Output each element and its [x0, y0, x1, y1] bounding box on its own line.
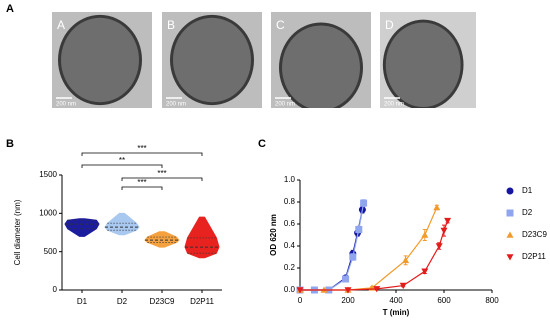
x-tick-label: 200 [341, 296, 355, 305]
legend-label: D1 [522, 186, 533, 195]
cell [61, 17, 139, 103]
x-axis-label: T (min) [383, 308, 410, 317]
data-point [435, 243, 443, 250]
data-point [360, 199, 368, 207]
y-tick-label: 0.8 [284, 197, 296, 206]
y-tick-label: 0.6 [284, 219, 296, 228]
significance-label: *** [137, 178, 146, 187]
panel-label: A [6, 3, 14, 15]
data-point [444, 217, 452, 225]
y-tick-label: 1500 [39, 170, 57, 179]
y-axis-label: OD 620 nm [269, 214, 278, 256]
x-tick-label: D2 [117, 297, 128, 306]
scale-label: 200 nm [384, 102, 404, 108]
fit-line [300, 209, 363, 291]
x-tick-label: D23C9 [150, 297, 175, 306]
significance-bracket [121, 186, 163, 190]
x-tick-label: D1 [77, 297, 88, 306]
data-point [349, 253, 357, 261]
cell [173, 17, 251, 103]
significance-label: *** [137, 144, 146, 153]
data-point [344, 287, 352, 294]
data-point [399, 282, 407, 290]
y-axis-label: Cell diameter (nm) [13, 199, 22, 265]
violin [184, 216, 220, 259]
x-tick-label: 800 [485, 296, 499, 305]
legend-label: D2 [522, 208, 533, 217]
legend-marker [506, 209, 514, 217]
micrograph-label: D [385, 18, 394, 32]
violin [64, 218, 100, 237]
panel-label: C [258, 138, 266, 150]
data-point [433, 204, 441, 211]
scale-label: 200 nm [56, 102, 76, 108]
scale-label: 200 nm [166, 102, 186, 108]
x-tick-label: 0 [298, 296, 303, 305]
micrograph-label: B [167, 18, 175, 32]
data-point [355, 226, 363, 233]
y-tick-label: 1000 [39, 208, 57, 217]
legend-label: D2P11 [522, 252, 546, 261]
data-point [373, 286, 381, 293]
legend-marker [506, 254, 514, 261]
y-tick-label: 1.0 [284, 175, 296, 184]
micrograph [271, 12, 371, 108]
violin [144, 231, 180, 248]
scale-label: 200 nm [275, 102, 295, 108]
significance-label: ** [119, 156, 125, 165]
legend-marker [506, 231, 514, 238]
significance-bracket [121, 177, 203, 181]
data-point [421, 231, 429, 238]
y-tick-label: 0.2 [284, 263, 296, 272]
cell [385, 22, 461, 108]
data-point [440, 227, 448, 235]
data-point [421, 268, 429, 275]
x-tick-label: 600 [437, 296, 451, 305]
panel-label: B [6, 138, 14, 150]
micrograph-label: C [276, 18, 285, 32]
data-point [402, 256, 410, 264]
violin [104, 212, 140, 236]
x-tick-label: D2P11 [190, 297, 214, 306]
fit-line [300, 220, 449, 291]
y-tick-label: 0.4 [284, 241, 296, 250]
data-point [296, 287, 304, 294]
data-point [342, 275, 350, 283]
cell [282, 25, 360, 108]
y-tick-label: 0.0 [284, 285, 296, 294]
legend-label: D23C9 [522, 230, 547, 239]
y-tick-label: 500 [44, 247, 58, 256]
significance-bracket [81, 164, 163, 168]
significance-label: *** [157, 169, 166, 178]
y-tick-label: 0 [53, 285, 58, 294]
x-tick-label: 400 [389, 296, 403, 305]
micrograph [162, 12, 262, 108]
micrograph [380, 12, 476, 108]
legend-marker [506, 187, 514, 195]
micrograph [52, 12, 152, 108]
micrograph-label: A [57, 18, 65, 32]
significance-bracket [81, 152, 203, 156]
